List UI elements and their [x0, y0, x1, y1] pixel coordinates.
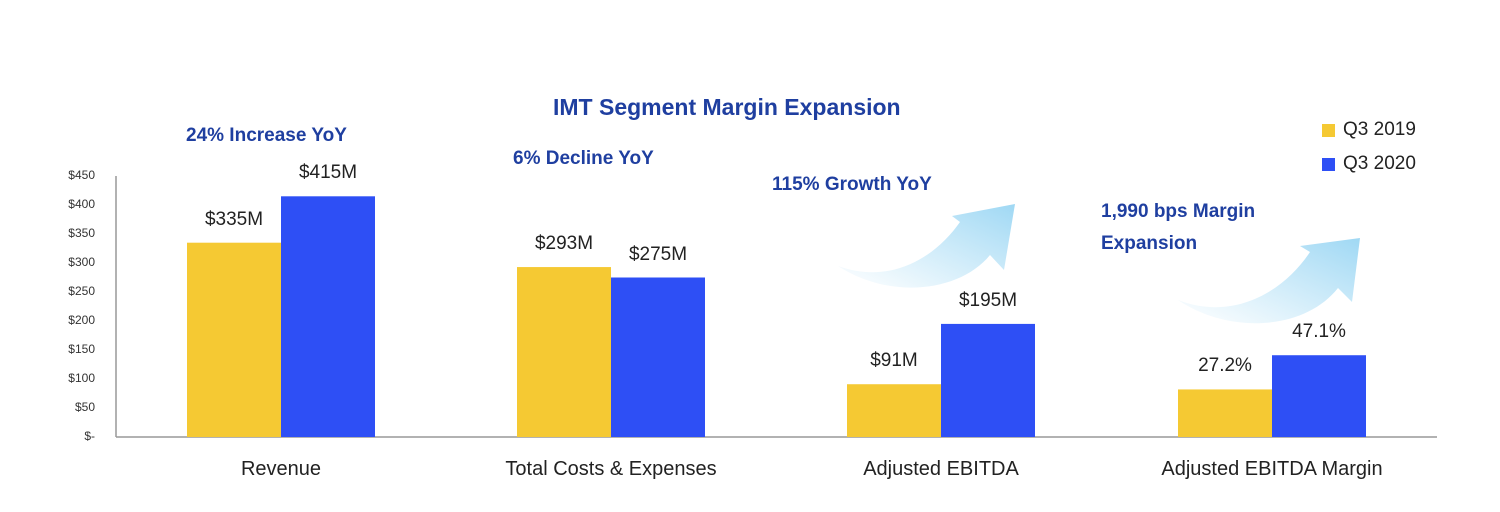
y-tick-label: $200: [68, 313, 95, 327]
bar-value-label: 27.2%: [1198, 355, 1252, 377]
bar-value-label: 47.1%: [1292, 321, 1346, 343]
x-category-label: Adjusted EBITDA: [863, 458, 1019, 480]
legend-swatch-q3-2019: [1322, 123, 1335, 137]
annotation-ebitda: 115% Growth YoY: [772, 174, 932, 195]
x-category-label: Total Costs & Expenses: [505, 458, 717, 480]
bar-value-label: $275M: [628, 243, 688, 265]
bar-q3-2019: [1178, 389, 1272, 437]
legend-item-q3-2019: Q3 2019: [1322, 113, 1416, 147]
growth-arrow-ebitda: [838, 204, 1015, 288]
bar-value-label: $293M: [534, 233, 594, 255]
bar-q3-2020: [281, 196, 375, 437]
legend-label-q3-2020: Q3 2020: [1343, 153, 1416, 174]
annotation-margin: 1,990 bps Margin Expansion: [1101, 201, 1256, 254]
growth-arrow-margin: [1178, 238, 1360, 324]
legend-item-q3-2020: Q3 2020: [1322, 147, 1416, 181]
y-tick-label: $300: [68, 255, 95, 269]
y-tick-label: $400: [68, 197, 95, 211]
bar-q3-2020: [1272, 355, 1366, 437]
legend-label-q3-2019: Q3 2019: [1343, 119, 1416, 140]
y-tick-label: $50: [74, 400, 95, 414]
legend-swatch-q3-2020: [1322, 157, 1335, 171]
growth-arrows: [838, 204, 1360, 324]
chart-bars: [187, 196, 1366, 437]
y-tick-label: $450: [68, 168, 95, 182]
annotation-revenue: 24% Increase YoY: [186, 125, 347, 146]
y-tick-label: $100: [68, 371, 95, 385]
x-category-label: Adjusted EBITDA Margin: [1161, 458, 1383, 480]
bar-q3-2020: [941, 323, 1035, 437]
annotation-costs: 6% Decline YoY: [513, 148, 654, 169]
bar-q3-2019: [187, 242, 281, 437]
bar-value-label: $195M: [958, 289, 1018, 311]
y-tick-label: $250: [68, 284, 95, 298]
bar-value-label: $91M: [870, 350, 918, 372]
bar-value-label: $335M: [204, 208, 264, 230]
bar-q3-2020: [611, 277, 705, 437]
y-tick-label: $-: [84, 429, 95, 443]
legend: Q3 2019 Q3 2020: [1322, 113, 1416, 181]
bar-q3-2019: [847, 384, 941, 437]
x-category-label: Revenue: [240, 458, 322, 480]
bar-q3-2019: [517, 267, 611, 437]
bar-value-label: $415M: [298, 162, 358, 184]
chart-title: IMT Segment Margin Expansion: [553, 94, 901, 120]
y-tick-label: $150: [68, 342, 95, 356]
y-tick-label: $350: [68, 226, 95, 240]
